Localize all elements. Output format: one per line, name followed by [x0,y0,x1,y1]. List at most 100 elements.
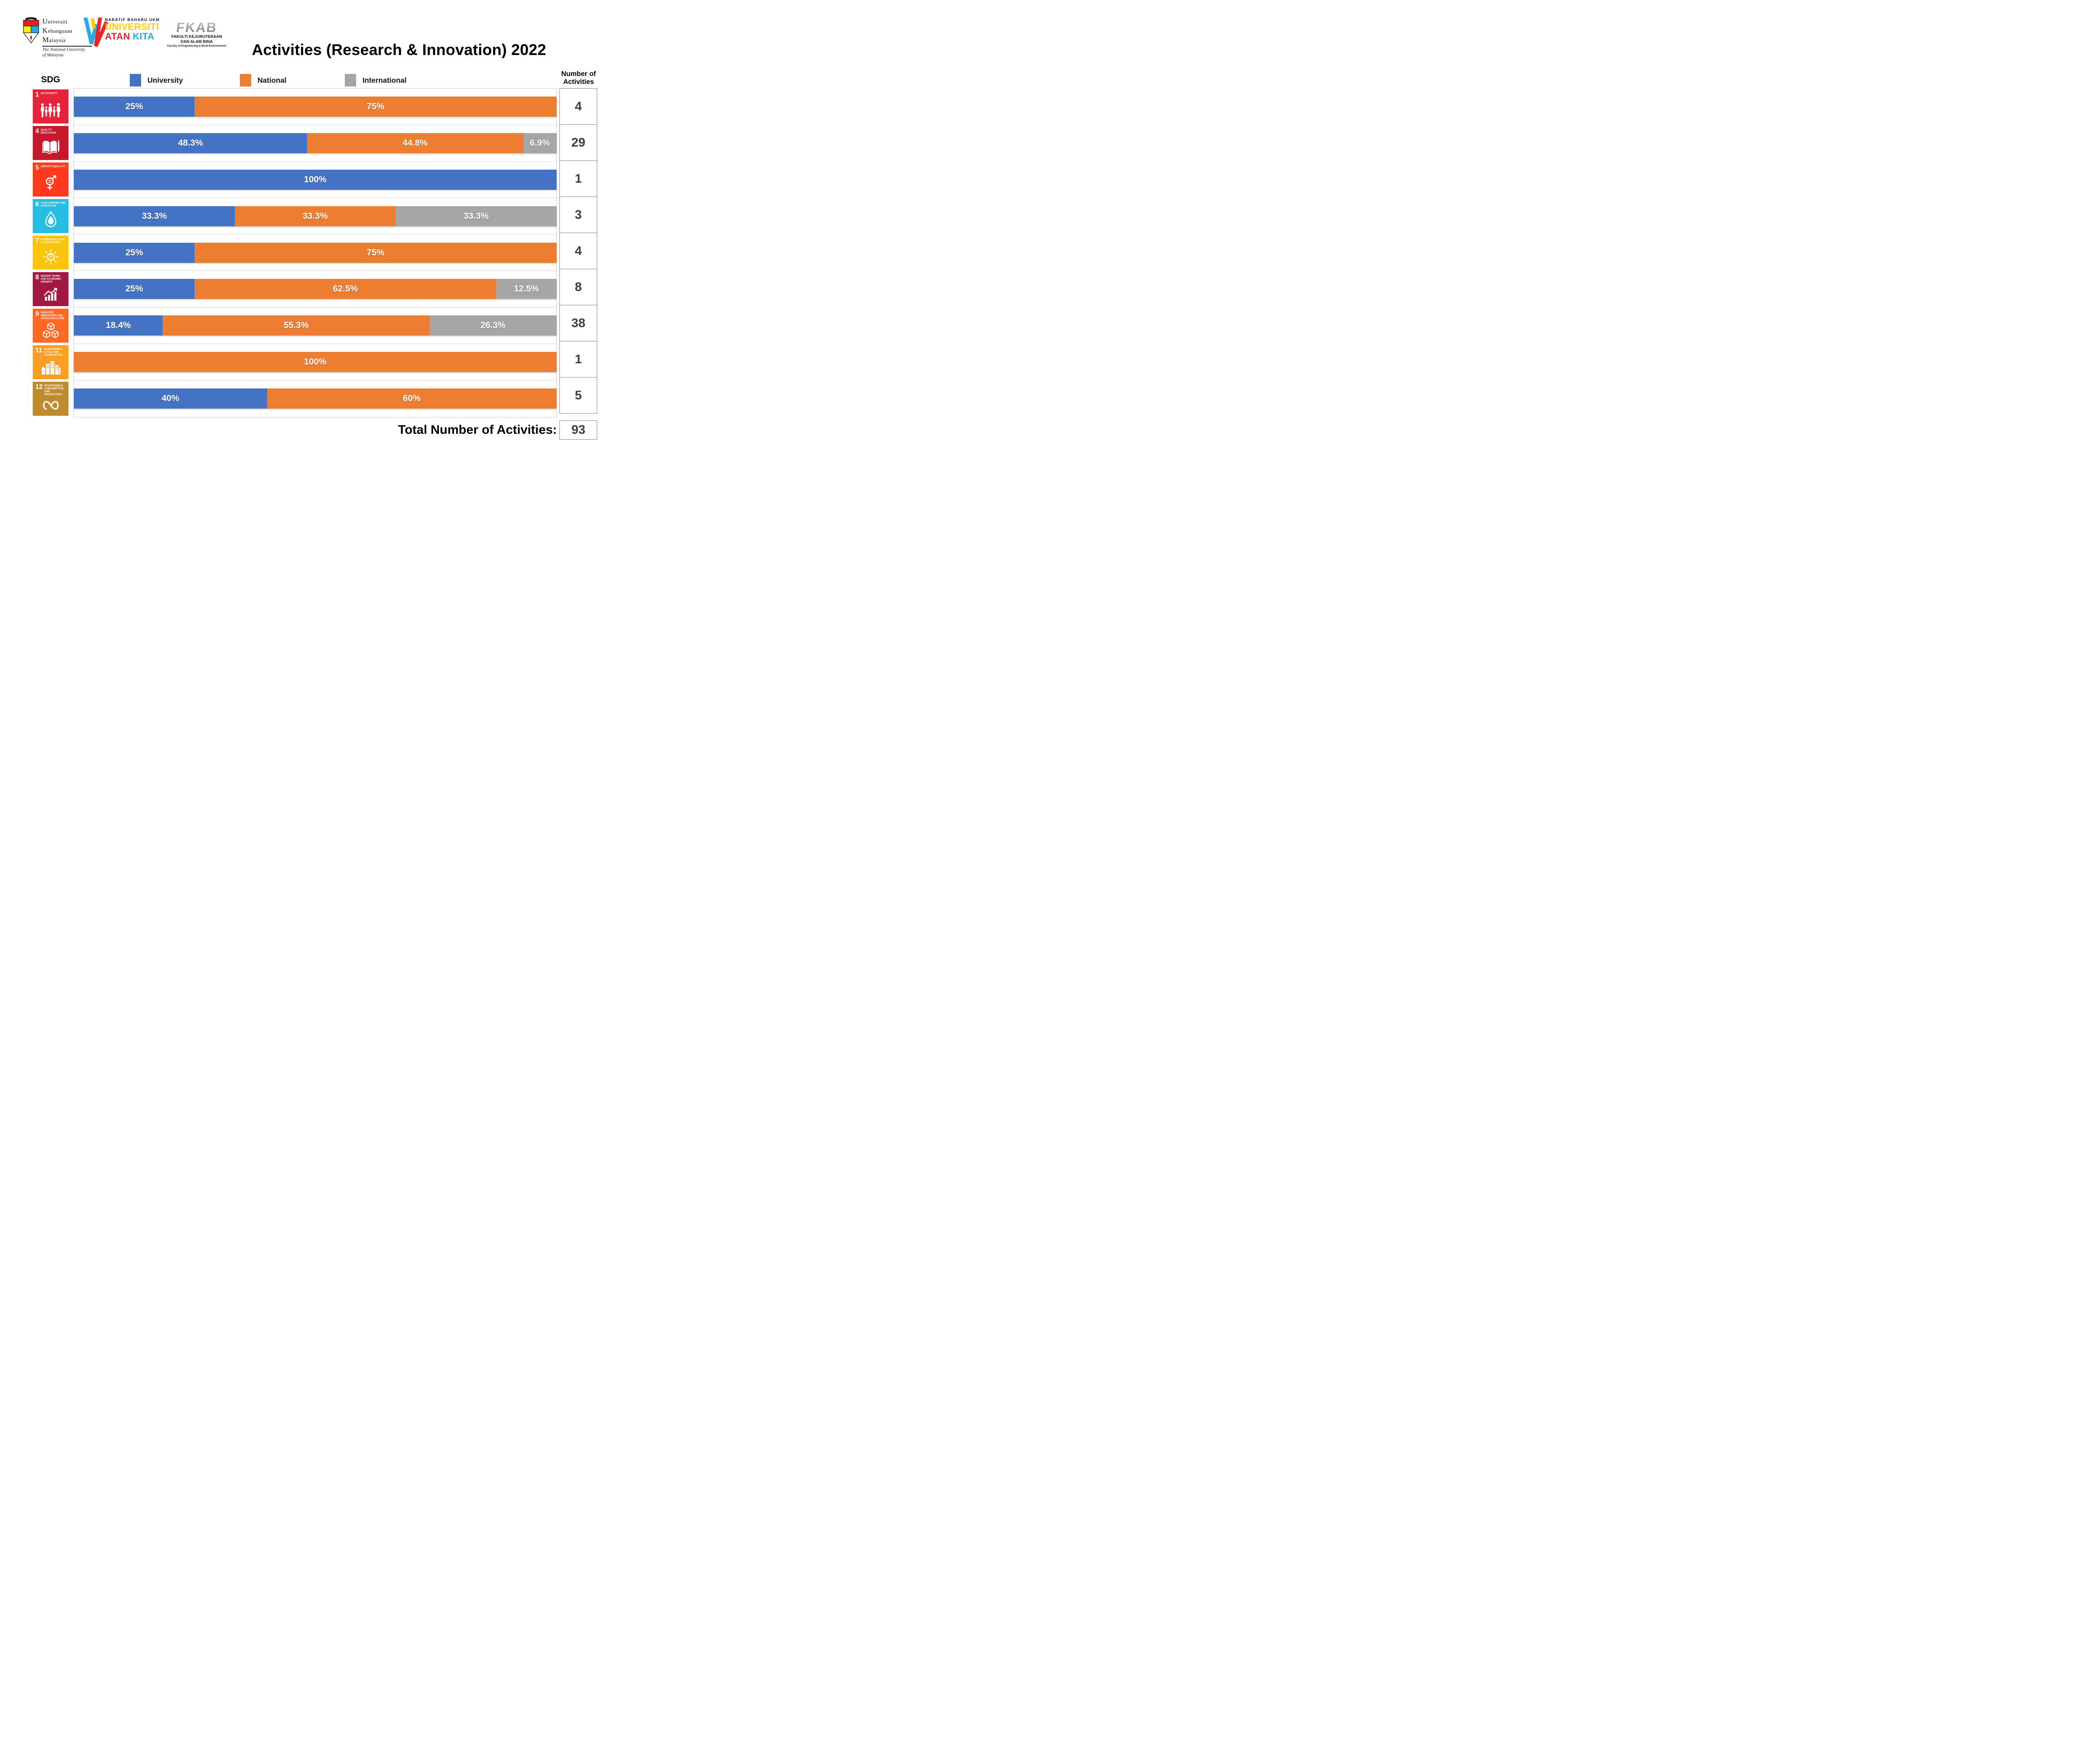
activities-count-cell: 4 [559,233,597,269]
sdg-title: QUALITY EDUCATION [40,129,56,134]
bar-segment-label: 12.5% [514,284,539,294]
sdg-activities-chart: 1 NO POVERTY 4 QUALITY EDUCATION 5 GENDER EQU… [33,88,597,418]
total-label: Total Number of Activities: [398,423,557,437]
total-activities-cell: 93 [559,420,597,440]
bar-segment-national: 55.3% [163,315,430,336]
sdg-tile-header: 1 NO POVERTY [35,91,66,98]
fkab-logo: FKAB FAKULTI KEJURUTERAAN DAN ALAM BINA … [166,20,227,48]
sdg-title: DECENT WORK AND ECONOMIC GROWTH [40,275,61,283]
bar-segment-label: 33.3% [463,211,489,221]
sdg-tile-header: 6 CLEAN WATER AND SANITATION [35,201,66,208]
sdg-activities-infographic: { "header": { "title": "Activities (Rese… [0,0,623,440]
bar-segment-label: 100% [304,174,327,184]
bar-segment-national: 62.5% [194,279,496,299]
sdg-8-tile: 8 DECENT WORK AND ECONOMIC GROWTH [33,272,68,306]
bar-segment-label: 25% [125,284,143,294]
bar-segment-university: 25% [74,242,195,263]
bar-segment-national: 44.8% [307,133,523,153]
sdg-tile-header: 5 GENDER EQUALITY [35,164,66,171]
activities-count-cell: 29 [559,124,597,161]
stacked-bar: 18.4% 55.3% 26.3% [74,315,556,336]
sdg-title: AFFORDABLE AND CLEAN ENERGY [40,238,65,244]
bar-plot-area: 25% 75% 48.3% 44.8% 6.9% 100% 33.3% 33.3% 33.3% 2… [74,88,557,418]
fkab-line1: FAKULTI KEJURUTERAAN [171,34,222,39]
bar-row-sdg-12: 40% 60% [74,380,556,417]
sdg-tile-header: 7 AFFORDABLE AND CLEAN ENERGY [35,237,66,244]
sdg-tile-header: 4 QUALITY EDUCATION [35,128,66,135]
sdg-title: INDUSTRY, INNOVATION AND INFRASTRUCTURE [40,311,65,320]
fkab-acronym: FKAB [166,20,227,35]
legend-item-national: National [240,74,286,87]
sdg-number: 7 [35,237,39,244]
bar-segment-university: 100% [74,169,556,190]
gender-icon [35,171,66,195]
sdg-icon-slot: 4 QUALITY EDUCATION [33,125,68,161]
bar-segment-label: 40% [161,393,179,404]
legend-label-international: International [362,76,407,84]
bar-segment-label: 55.3% [284,320,309,330]
bar-row-sdg-11: 100% [74,344,556,381]
bar-segment-university: 18.4% [74,315,163,336]
activities-count-cell: 5 [559,377,597,414]
sdg-number: 8 [35,274,39,281]
bar-segment-international: 26.3% [429,315,556,336]
sdg-6-tile: 6 CLEAN WATER AND SANITATION [33,199,68,233]
ukm-divider [42,46,92,47]
book-icon [35,135,66,158]
bar-segment-national: 60% [267,388,556,409]
sdg-title: NO POVERTY [40,92,58,95]
bar-segment-label: 75% [367,102,385,111]
sdg-12-tile: 12 RESPONSIBLE CONSUMPTION AND PRODUCTION [33,382,68,416]
ukm-name-line2: Kebangsaan [42,26,73,35]
bar-segment-label: 60% [403,393,421,404]
sdg-axis-label: SDG [41,75,60,84]
ukm-tagline-line2: of Malaysia [42,52,63,58]
sdg-icon-slot: 11 SUSTAINABLE CITIES AND COMMUNITIES [33,344,68,380]
fkab-line3: Faculty of Engineering & Built Environme… [167,45,226,48]
sdg-title: RESPONSIBLE CONSUMPTION AND PRODUCTION [44,384,64,396]
legend-label-national: National [257,76,287,84]
university-swatch-icon [130,74,141,87]
watan-line2a: ATAN [105,31,130,42]
activities-count-cell: 8 [559,269,597,305]
ukm-name-line1: Universiti [42,17,68,25]
bar-segment-label: 18.4% [105,320,131,330]
watan-w-icon [83,18,108,47]
bar-segment-national: 75% [194,97,556,117]
sdg-1-tile: 1 NO POVERTY [33,89,68,123]
international-swatch-icon [345,74,356,87]
sdg-icon-column: 1 NO POVERTY 4 QUALITY EDUCATION 5 GENDER EQU… [33,88,68,417]
sdg-number: 9 [35,310,39,317]
sdg-icon-slot: 8 DECENT WORK AND ECONOMIC GROWTH [33,271,68,307]
bar-segment-university: 40% [74,388,267,409]
sdg-number: 6 [35,201,39,208]
bar-row-sdg-4: 48.3% 44.8% 6.9% [74,125,556,162]
sdg-title: CLEAN WATER AND SANITATION [40,202,66,207]
header: Universiti Kebangsaan Malaysia The Natio… [0,0,623,67]
page-title: Activities (Research & Innovation) 2022 [252,41,546,58]
watan-line2b: KITA [132,31,155,42]
bar-segment-national: 33.3% [235,206,396,226]
stacked-bar: 25% 75% [74,242,556,263]
sdg-number: 12 [35,383,43,391]
activities-count-column: 4 29 1 3 4 8 38 1 5 [559,88,597,417]
bar-segment-university: 25% [74,279,195,299]
legend-item-international: International [345,74,407,87]
stacked-bar: 48.3% 44.8% 6.9% [74,133,556,153]
column-gap [68,88,74,417]
ukm-name-line3: Malaysia [42,36,66,44]
sdg-icon-slot: 6 CLEAN WATER AND SANITATION [33,198,68,234]
bar-segment-university: 25% [74,97,195,117]
sdg-number: 1 [35,91,39,98]
industry-icon [35,320,66,341]
total-row: Total Number of Activities: 93 [33,420,597,440]
bar-segment-label: 33.3% [302,211,328,221]
sdg-11-tile: 11 SUSTAINABLE CITIES AND COMMUNITIES [33,345,68,379]
growth-icon [35,284,66,304]
sdg-4-tile: 4 QUALITY EDUCATION [33,126,68,160]
sdg-title: GENDER EQUALITY [40,165,66,168]
stacked-bar: 100% [74,352,556,372]
bar-segment-label: 75% [367,247,385,257]
bar-segment-label: 6.9% [530,138,550,148]
sdg-number: 4 [35,128,39,135]
